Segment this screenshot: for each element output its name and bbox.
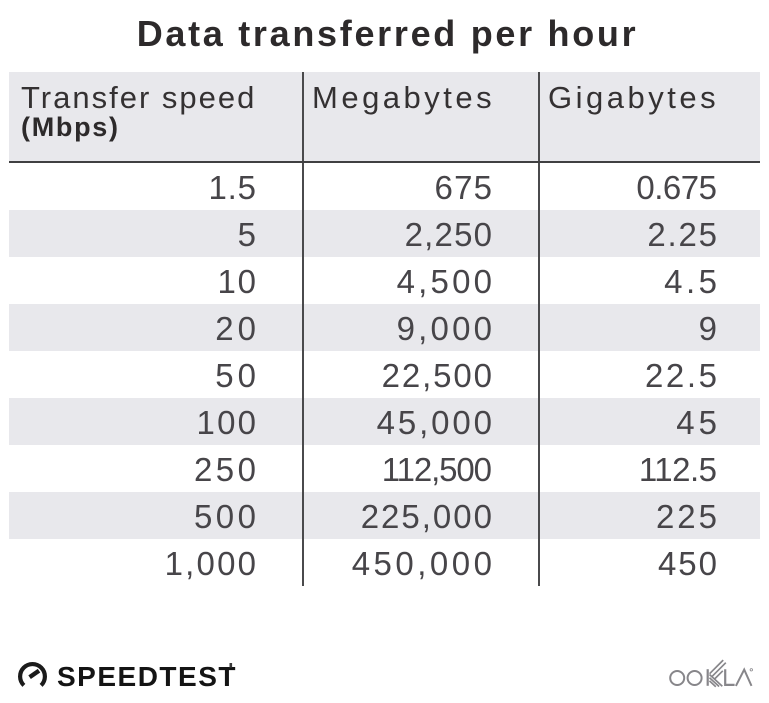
svg-text:SPEEDTEST: SPEEDTEST — [57, 661, 237, 692]
